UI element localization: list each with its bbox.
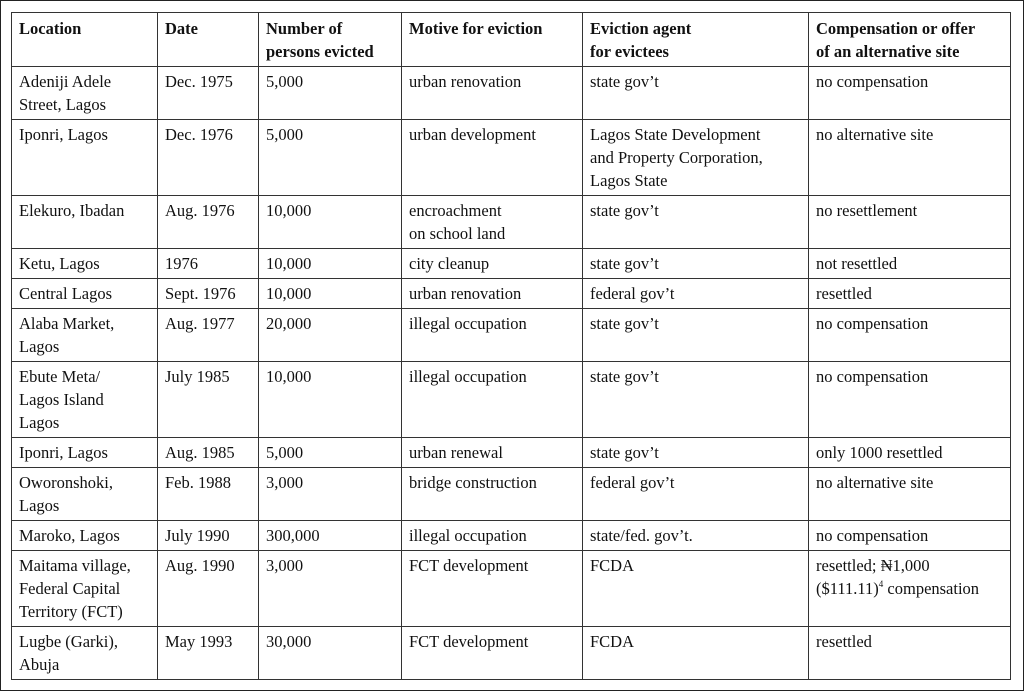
cell-agent: federal gov’t [582, 278, 809, 309]
cell-number: 10,000 [258, 248, 402, 279]
cell-compensation: resettled [808, 626, 1011, 680]
table-row: Iponri, Lagos Aug. 1985 5,000 urban rene… [11, 437, 1011, 468]
cell-motive: urban renovation [401, 278, 583, 309]
table-row: Oworonshoki, Lagos Feb. 1988 3,000 bridg… [11, 467, 1011, 521]
compensation-text: resettled; ₦1,000 ($111.11) [816, 556, 930, 598]
cell-date: July 1990 [157, 520, 259, 551]
cell-number: 10,000 [258, 195, 402, 249]
cell-number: 3,000 [258, 467, 402, 521]
cell-compensation: no compensation [808, 361, 1011, 438]
cell-compensation: no alternative site [808, 119, 1011, 196]
cell-compensation: resettled; ₦1,000 ($111.11)4 compensatio… [808, 550, 1011, 627]
header-agent: Eviction agent for evictees [582, 12, 809, 67]
table-row: Elekuro, Ibadan Aug. 1976 10,000 encroac… [11, 195, 1011, 249]
cell-compensation: resettled [808, 278, 1011, 309]
cell-number: 30,000 [258, 626, 402, 680]
cell-agent: state gov’t [582, 308, 809, 362]
table-row: Adeniji Adele Street, Lagos Dec. 1975 5,… [11, 66, 1011, 120]
cell-compensation: no alternative site [808, 467, 1011, 521]
cell-date: 1976 [157, 248, 259, 279]
cell-number: 3,000 [258, 550, 402, 627]
cell-motive: city cleanup [401, 248, 583, 279]
cell-motive: FCT development [401, 550, 583, 627]
cell-motive: illegal occupation [401, 361, 583, 438]
cell-date: Feb. 1988 [157, 467, 259, 521]
cell-compensation: no compensation [808, 66, 1011, 120]
cell-location: Central Lagos [11, 278, 158, 309]
cell-motive: bridge construction [401, 467, 583, 521]
header-number-evicted: Number of persons evicted [258, 12, 402, 67]
compensation-tail: compensation [883, 579, 980, 598]
cell-compensation: no compensation [808, 308, 1011, 362]
cell-compensation: no compensation [808, 520, 1011, 551]
cell-compensation: not resettled [808, 248, 1011, 279]
table-row: Alaba Market, Lagos Aug. 1977 20,000 ill… [11, 308, 1011, 362]
cell-agent: state gov’t [582, 361, 809, 438]
header-date: Date [157, 12, 259, 67]
cell-agent: state gov’t [582, 195, 809, 249]
cell-number: 10,000 [258, 361, 402, 438]
table-row: Maitama village, Federal Capital Territo… [11, 550, 1011, 627]
cell-date: Aug. 1977 [157, 308, 259, 362]
footnote-marker: 4 [878, 578, 884, 589]
table-row: Iponri, Lagos Dec. 1976 5,000 urban deve… [11, 119, 1011, 196]
cell-location: Elekuro, Ibadan [11, 195, 158, 249]
cell-agent: FCDA [582, 550, 809, 627]
cell-motive: encroachment on school land [401, 195, 583, 249]
cell-location: Ebute Meta/ Lagos Island Lagos [11, 361, 158, 438]
cell-date: Sept. 1976 [157, 278, 259, 309]
cell-location: Iponri, Lagos [11, 437, 158, 468]
cell-compensation: only 1000 resettled [808, 437, 1011, 468]
table-row: Central Lagos Sept. 1976 10,000 urban re… [11, 278, 1011, 309]
cell-location: Lugbe (Garki), Abuja [11, 626, 158, 680]
cell-agent: state gov’t [582, 437, 809, 468]
cell-date: Aug. 1976 [157, 195, 259, 249]
cell-agent: state gov’t [582, 66, 809, 120]
cell-agent: state/fed. gov’t. [582, 520, 809, 551]
table-row: Lugbe (Garki), Abuja May 1993 30,000 FCT… [11, 626, 1011, 680]
table-row: Ketu, Lagos 1976 10,000 city cleanup sta… [11, 248, 1011, 279]
table-row: Ebute Meta/ Lagos Island Lagos July 1985… [11, 361, 1011, 438]
cell-motive: illegal occupation [401, 520, 583, 551]
header-motive: Motive for eviction [401, 12, 583, 67]
cell-motive: illegal occupation [401, 308, 583, 362]
cell-number: 5,000 [258, 119, 402, 196]
cell-date: May 1993 [157, 626, 259, 680]
cell-number: 10,000 [258, 278, 402, 309]
cell-date: Dec. 1975 [157, 66, 259, 120]
cell-location: Ketu, Lagos [11, 248, 158, 279]
cell-motive: urban development [401, 119, 583, 196]
header-location: Location [11, 12, 158, 67]
cell-location: Maroko, Lagos [11, 520, 158, 551]
cell-agent: federal gov’t [582, 467, 809, 521]
cell-location: Alaba Market, Lagos [11, 308, 158, 362]
cell-location: Adeniji Adele Street, Lagos [11, 66, 158, 120]
cell-number: 20,000 [258, 308, 402, 362]
cell-motive: urban renovation [401, 66, 583, 120]
cell-date: July 1985 [157, 361, 259, 438]
cell-agent: FCDA [582, 626, 809, 680]
table-row: Maroko, Lagos July 1990 300,000 illegal … [11, 520, 1011, 551]
header-compensation: Compensation or offer of an alternative … [808, 12, 1011, 67]
cell-number: 5,000 [258, 437, 402, 468]
cell-agent: state gov’t [582, 248, 809, 279]
cell-compensation: no resettlement [808, 195, 1011, 249]
evictions-table: Location Date Number of persons evicted … [11, 12, 1011, 680]
cell-agent: Lagos State Development and Property Cor… [582, 119, 809, 196]
cell-number: 5,000 [258, 66, 402, 120]
cell-location: Maitama village, Federal Capital Territo… [11, 550, 158, 627]
cell-date: Aug. 1985 [157, 437, 259, 468]
cell-location: Oworonshoki, Lagos [11, 467, 158, 521]
cell-date: Aug. 1990 [157, 550, 259, 627]
cell-location: Iponri, Lagos [11, 119, 158, 196]
header-row: Location Date Number of persons evicted … [11, 12, 1011, 67]
cell-motive: FCT development [401, 626, 583, 680]
cell-number: 300,000 [258, 520, 402, 551]
cell-motive: urban renewal [401, 437, 583, 468]
cell-date: Dec. 1976 [157, 119, 259, 196]
